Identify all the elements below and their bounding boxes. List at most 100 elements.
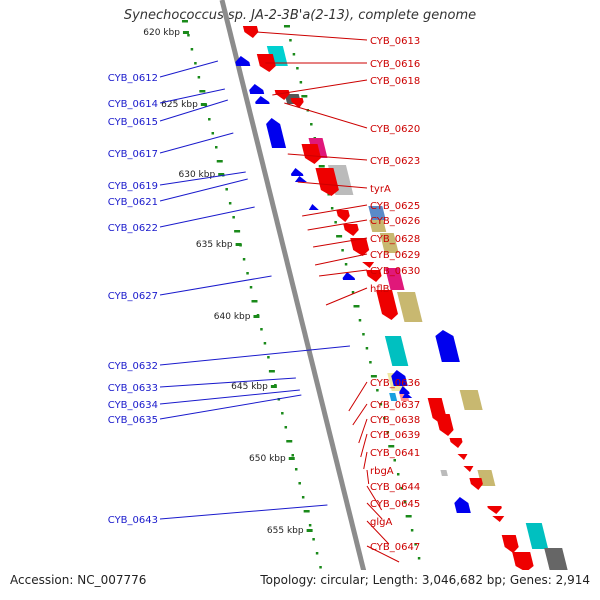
tick-mark [318, 165, 325, 168]
tick-mark [358, 319, 362, 322]
tick-mark [330, 207, 334, 210]
gene-label: CYB_0630 [370, 266, 420, 277]
gene-label: CYB_0626 [370, 216, 420, 227]
gene-arrow [242, 26, 259, 38]
gene-arrow [376, 290, 398, 320]
tick-mark [365, 347, 369, 350]
tick-mark [301, 496, 305, 499]
kbp-label: 620 kbp [143, 28, 180, 38]
gene-leader-line [366, 469, 370, 485]
gene-arrow [266, 118, 287, 148]
tick-mark [351, 291, 355, 294]
gene-arrow [235, 56, 251, 66]
kbp-label: 630 kbp [179, 170, 216, 180]
tick-mark [308, 524, 312, 527]
tick-mark [232, 216, 235, 219]
gene-label: CYB_0621 [108, 197, 158, 208]
gene-arrow [492, 516, 505, 522]
tick-mark [296, 67, 299, 70]
kbp-tick [253, 315, 260, 318]
tick-mark [181, 20, 188, 23]
tick-mark [310, 123, 313, 126]
tick-mark [267, 356, 270, 359]
tick-mark [216, 160, 223, 163]
tick-mark [246, 272, 249, 275]
tick-mark [187, 34, 190, 37]
tick-mark [298, 482, 301, 485]
gene-leader-line [325, 287, 368, 306]
cog-block [440, 470, 448, 476]
kbp-tick [200, 103, 207, 106]
gene-leader-line [363, 451, 368, 470]
tick-mark [283, 25, 290, 28]
gene-label: CYB_0636 [370, 378, 420, 389]
tick-mark [215, 146, 218, 149]
tick-mark [289, 39, 292, 42]
gene-label: CYB_0635 [108, 415, 158, 426]
gene-leader-line [159, 88, 225, 104]
gene-arrow [463, 466, 474, 472]
gene-arrow [301, 144, 321, 164]
genome-map: 620 kbp 625 kbp 630 kbp 635 kbp 640 kbp 645 k… [108, 0, 568, 570]
tick-mark [263, 342, 267, 345]
gene-label: rbgA [370, 466, 394, 477]
gene-label: CYB_0645 [370, 499, 420, 510]
gene-label: CYB_0619 [108, 181, 158, 192]
tick-mark [362, 333, 365, 336]
cog-block [385, 268, 405, 290]
gene-arrow [290, 98, 304, 108]
gene-label: CYB_0633 [108, 383, 158, 394]
genome-backbone [219, 0, 367, 570]
gene-label: CYB_0618 [370, 76, 420, 87]
tick-mark [414, 543, 417, 546]
tick-mark [197, 76, 201, 79]
gene-leader-line [366, 545, 400, 563]
cog-block [368, 206, 386, 220]
gene-arrow [366, 270, 382, 282]
gene-arrow [342, 272, 356, 280]
gene-label: CYB_0622 [108, 223, 158, 234]
tick-mark [400, 487, 403, 490]
tick-mark [199, 90, 206, 93]
gene-leader-line [313, 237, 368, 248]
gene-leader-line [366, 520, 390, 545]
kbp-label: 645 kbp [231, 382, 268, 392]
gene-label: CYB_0637 [370, 400, 420, 411]
gene-arrow [391, 370, 408, 386]
tick-mark [225, 188, 228, 191]
gene-arrow [487, 506, 502, 514]
tick-mark [388, 445, 395, 448]
gene-leader-line [314, 253, 368, 266]
gene-label: CYB_0615 [108, 117, 158, 128]
map-title: Synechococcus sp. JA-2-3B'a(2-13), compl… [123, 8, 477, 23]
gene-arrow [501, 535, 519, 553]
gene-label: CYB_0641 [370, 448, 420, 459]
tick-mark [417, 557, 421, 560]
tick-mark [376, 389, 379, 392]
gene-leader-line [302, 204, 368, 217]
gene-label: CYB_0612 [108, 73, 158, 84]
tick-mark [194, 62, 197, 65]
gene-leader-line [159, 60, 219, 78]
gene-label: CYB_0634 [108, 400, 158, 411]
tick-mark [336, 235, 343, 238]
gene-label: CYB_0625 [370, 201, 420, 212]
gene-arrow [290, 168, 304, 176]
tick-mark [286, 440, 293, 443]
gene-leader-line [159, 389, 300, 405]
tick-mark [341, 249, 344, 252]
kbp-tick [235, 243, 242, 246]
gene-leader-line [366, 485, 383, 511]
tick-mark [410, 529, 414, 532]
gene-leader-line [159, 171, 246, 186]
tick-mark [234, 230, 241, 233]
gene-label: CYB_0644 [370, 482, 420, 493]
tick-mark [268, 370, 275, 373]
gene-label: hflB [370, 284, 390, 295]
tick-mark [291, 454, 294, 457]
kbp-label: 655 kbp [267, 526, 304, 536]
gene-label: CYB_0647 [370, 542, 420, 553]
kbp-label: 640 kbp [214, 312, 251, 322]
gene-leader-line [272, 79, 368, 96]
accession-label: Accession: NC_007776 [10, 573, 147, 587]
